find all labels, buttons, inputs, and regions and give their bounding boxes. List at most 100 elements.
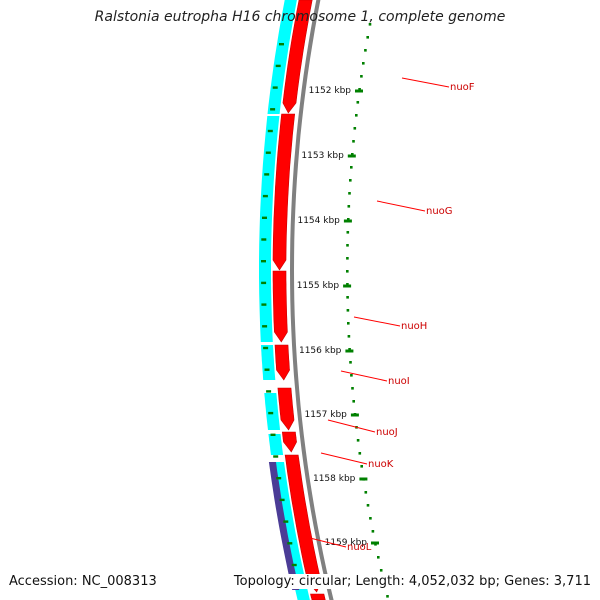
minor-tick-dots: [346, 23, 389, 598]
map-title: Ralstonia eutropha H16 chromosome 1, com…: [94, 9, 506, 25]
outer-tick-mark: [267, 129, 273, 133]
outer-tick-mark: [261, 260, 266, 263]
gene-label-connector: [353, 316, 401, 327]
outer-tick-mark: [287, 542, 293, 545]
reverse-feature-block: [261, 345, 276, 380]
minor-tick-dot: [346, 309, 350, 312]
minor-tick-dot: [346, 231, 350, 234]
minor-tick-dot: [347, 335, 351, 338]
major-tick-mark: [343, 219, 352, 223]
scale-tick-label: 1158 kbp: [313, 474, 356, 484]
outer-tick-mark: [261, 281, 267, 285]
minor-tick-dot: [346, 296, 349, 299]
gene-label-connector: [320, 452, 368, 465]
major-tick-mark: [359, 477, 368, 481]
forward-cds-arrow: [282, 0, 313, 114]
minor-tick-dot: [346, 257, 349, 260]
gene-label: nuoH: [401, 321, 427, 332]
minor-tick-dot: [351, 387, 354, 390]
outer-tick-mark: [275, 64, 281, 68]
minor-tick-dot: [371, 530, 375, 533]
outer-tick-mark: [262, 216, 267, 219]
scale-tick-label: 1152 kbp: [309, 86, 352, 96]
minor-tick-dot: [352, 140, 355, 143]
forward-cds-arrow: [274, 344, 290, 381]
minor-tick-dot: [346, 244, 349, 247]
minor-tick-dot: [356, 101, 360, 104]
outer-tick-mark: [265, 151, 271, 154]
outer-tick-mark: [264, 173, 270, 176]
outer-tick-mark: [283, 520, 289, 523]
minor-tick-dot: [353, 127, 357, 130]
minor-tick-dot: [364, 49, 367, 52]
outer-tick-mark: [263, 346, 269, 350]
minor-tick-dot: [349, 361, 352, 364]
forward-strand-features: [272, 0, 326, 600]
outer-tick-mark: [261, 303, 267, 306]
gene-label: nuoL: [347, 542, 372, 553]
minor-tick-dot: [346, 270, 349, 273]
scale-tick-label: 1159 kbp: [325, 538, 368, 548]
gene-label-connector: [401, 77, 450, 88]
minor-tick-dot: [348, 192, 351, 195]
minor-tick-dot: [358, 452, 362, 455]
minor-tick-dot: [356, 439, 360, 442]
gene-labels: nuoF nuoG nuoH nuoI nuoJ nuoK nuoL: [297, 77, 475, 553]
gene-label: nuoK: [368, 459, 394, 470]
outer-tick-mark: [279, 43, 284, 46]
minor-tick-dot: [350, 374, 353, 377]
accession-text: Accession: NC_008313: [9, 574, 157, 589]
scale-ticks: 1152 kbp 1153 kbp 1154 kbp 1155 kbp 1156 kbp…: [297, 86, 379, 548]
scale-tick-label: 1153 kbp: [301, 151, 344, 161]
scale-tick-label: 1157 kbp: [304, 410, 347, 420]
minor-tick-dot: [352, 400, 355, 403]
major-tick-mark: [350, 413, 359, 417]
reverse-feature-block: [267, 0, 297, 114]
minor-tick-dot: [366, 36, 369, 39]
major-tick-mark: [355, 89, 363, 93]
forward-cds-arrow: [281, 431, 297, 453]
minor-tick-dot: [364, 491, 368, 494]
minor-tick-dot: [355, 114, 358, 117]
minor-tick-dot: [369, 517, 372, 520]
minor-tick-dot: [362, 62, 365, 65]
reverse-strand-features: [259, 0, 310, 600]
reverse-feature-block: [259, 116, 280, 342]
forward-cds-arrow: [272, 270, 288, 343]
major-tick-mark: [371, 541, 379, 545]
minor-tick-dot: [350, 166, 353, 169]
outer-tick-mark: [262, 194, 268, 198]
forward-cds-arrow: [277, 387, 295, 431]
outer-tick-mark: [264, 368, 270, 371]
forward-cds-arrow: [272, 113, 296, 271]
reverse-feature-block: [271, 462, 310, 600]
topology-text: Topology: circular; Length: 4,052,032 bp…: [229, 574, 591, 589]
rna-feature-block: [268, 462, 300, 590]
gene-label-connector: [327, 419, 376, 433]
outer-tick-mark: [270, 108, 276, 111]
gene-label-connector: [376, 200, 426, 212]
major-tick-mark: [345, 349, 354, 353]
outer-tick-mark: [268, 411, 274, 415]
minor-tick-dot: [360, 465, 363, 468]
minor-tick-dot: [377, 556, 380, 559]
outer-tick-mark: [273, 455, 279, 458]
reverse-feature-block: [264, 393, 280, 430]
outer-tick-marks: [261, 43, 302, 588]
reverse-feature-block: [268, 434, 284, 455]
minor-tick-dot: [351, 153, 354, 156]
minor-tick-dot: [360, 75, 363, 78]
outer-tick-mark: [276, 477, 282, 480]
minor-tick-dot: [349, 179, 352, 182]
major-tick-mark: [347, 154, 356, 158]
forward-cds-arrow: [310, 593, 326, 600]
minor-tick-dot: [346, 283, 349, 286]
gene-label-connector: [297, 534, 347, 548]
minor-tick-dot: [366, 504, 370, 507]
outer-tick-mark: [261, 238, 267, 241]
outer-tick-mark: [272, 86, 278, 89]
gene-label: nuoJ: [376, 427, 398, 438]
minor-tick-dot: [368, 23, 372, 26]
minor-tick-dot: [379, 569, 383, 572]
